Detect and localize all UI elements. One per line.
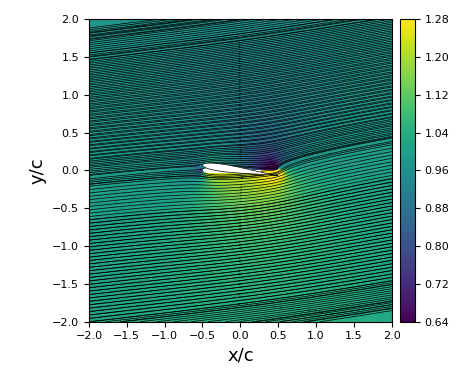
X-axis label: x/c: x/c xyxy=(227,347,254,365)
Y-axis label: y/c: y/c xyxy=(28,157,46,184)
Polygon shape xyxy=(202,163,278,176)
